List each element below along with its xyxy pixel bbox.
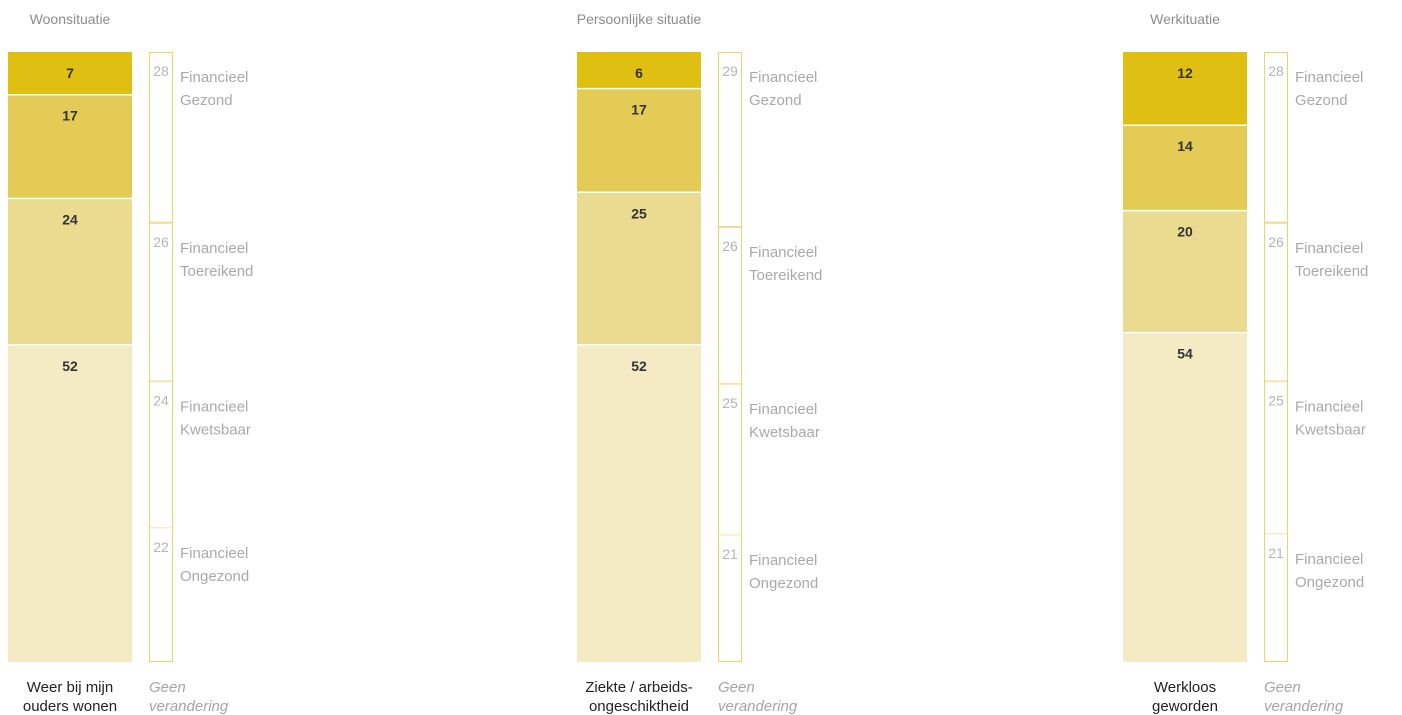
category-label: Kwetsbaar (180, 421, 251, 438)
category-label: Ongezond (749, 575, 818, 592)
reference-segment (1264, 381, 1288, 534)
category-label: Kwetsbaar (1295, 421, 1366, 438)
category-label: Toereikend (180, 263, 253, 280)
category-label: Financieel (749, 69, 817, 86)
category-label: Ongezond (1295, 574, 1364, 591)
category-label: Financieel (1295, 398, 1363, 415)
bar-caption: Weer bij mijn (27, 679, 113, 696)
reference-value-label: 21 (1268, 545, 1284, 561)
reference-value-label: 26 (722, 238, 738, 254)
reference-segment (149, 381, 173, 528)
bar-segment (577, 344, 701, 662)
reference-value-label: 29 (722, 63, 738, 79)
bar-segment (8, 52, 132, 95)
reference-caption: verandering (1264, 698, 1344, 715)
category-label: Gezond (1295, 92, 1348, 109)
reference-value-label: 22 (153, 539, 169, 555)
category-label: Financieel (749, 244, 817, 261)
bar-value-label: 17 (631, 102, 647, 118)
panel-title: Woonsituatie (30, 11, 111, 27)
category-label: Toereikend (749, 267, 822, 284)
reference-caption: Geen (718, 679, 755, 696)
reference-value-label: 24 (153, 392, 169, 408)
category-label: Financieel (180, 240, 248, 257)
bar-caption: Ziekte / arbeids- (585, 679, 693, 696)
reference-segment (718, 52, 742, 228)
category-label: Financieel (749, 552, 817, 569)
bar-segment (577, 52, 701, 89)
bar-value-label: 25 (631, 205, 647, 221)
reference-bar (718, 52, 742, 662)
bar-caption: Werkloos (1154, 679, 1216, 696)
category-label: Financieel (1295, 240, 1363, 257)
category-label: Toereikend (1295, 263, 1368, 280)
reference-segment (149, 222, 173, 382)
bar-segment (8, 198, 132, 345)
reference-value-label: 28 (1268, 63, 1284, 79)
reference-segment (1264, 533, 1288, 663)
bar-caption: ouders wonen (23, 698, 117, 715)
category-label: Financieel (749, 401, 817, 418)
reference-segment (718, 535, 742, 663)
reference-caption: verandering (718, 698, 798, 715)
bar-value-label: 14 (1177, 138, 1193, 154)
bar-segment (1123, 210, 1247, 333)
category-label: Financieel (180, 398, 248, 415)
category-label: Financieel (1295, 69, 1363, 86)
bar-segment (577, 88, 701, 193)
reference-value-label: 21 (722, 546, 738, 562)
bar-segment (8, 344, 132, 662)
reference-bar (1264, 52, 1288, 662)
reference-segment (1264, 222, 1288, 382)
bar-segment (1123, 332, 1247, 662)
bar-value-label: 52 (631, 358, 647, 374)
reference-segment (149, 527, 173, 662)
bar-caption: ongeschiktheid (589, 698, 689, 715)
bar-value-label: 12 (1177, 65, 1193, 81)
category-label: Financieel (180, 545, 248, 562)
reference-bar (149, 52, 173, 662)
category-label: Financieel (180, 69, 248, 86)
bar-segment (1123, 52, 1247, 126)
reference-segment (718, 384, 742, 536)
reference-caption: Geen (1264, 679, 1301, 696)
reference-value-label: 25 (722, 395, 738, 411)
bar-value-label: 6 (635, 65, 643, 81)
bar-segment (8, 94, 132, 199)
category-label: Financieel (1295, 551, 1363, 568)
bar-value-label: 52 (62, 358, 78, 374)
reference-segment (1264, 52, 1288, 223)
panel-title: Werkituatie (1150, 11, 1220, 27)
bar-segment (577, 192, 701, 345)
reference-caption: Geen (149, 679, 186, 696)
bar-value-label: 20 (1177, 224, 1193, 240)
bar-value-label: 17 (62, 108, 78, 124)
bar-value-label: 7 (66, 65, 74, 81)
category-label: Gezond (749, 92, 802, 109)
reference-value-label: 26 (1268, 234, 1284, 250)
category-label: Kwetsbaar (749, 424, 820, 441)
reference-segment (718, 227, 742, 385)
reference-value-label: 25 (1268, 392, 1284, 408)
reference-value-label: 26 (153, 234, 169, 250)
reference-value-label: 28 (153, 63, 169, 79)
panel-title: Persoonlijke situatie (577, 11, 702, 27)
bar-segment (1123, 125, 1247, 211)
reference-caption: verandering (149, 698, 229, 715)
category-label: Ongezond (180, 568, 249, 585)
bar-caption: geworden (1152, 698, 1218, 715)
bar-value-label: 24 (62, 211, 78, 227)
reference-segment (149, 52, 173, 223)
category-label: Gezond (180, 92, 233, 109)
bar-value-label: 54 (1177, 346, 1193, 362)
